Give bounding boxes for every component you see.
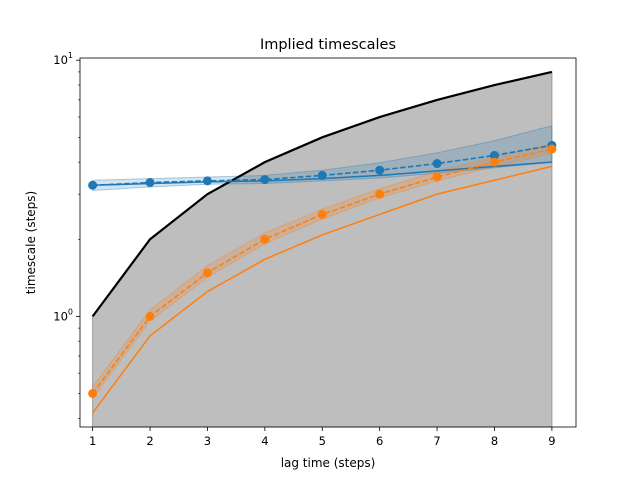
- series-2-sample-mean-point: [145, 311, 155, 321]
- series-1-sample-mean-point: [260, 175, 270, 185]
- y-axis-label: timescale (steps): [24, 191, 38, 294]
- x-axis-label: lag time (steps): [281, 456, 376, 470]
- series-1-sample-mean-point: [489, 150, 499, 160]
- series-1-sample-mean-point: [145, 178, 155, 188]
- x-tick-label: 7: [433, 434, 440, 448]
- x-tick-label: 6: [376, 434, 383, 448]
- x-tick-label: 8: [491, 434, 498, 448]
- series-2-ml-estimate-line: [92, 165, 553, 414]
- series-2-sample-mean-point: [489, 157, 499, 167]
- series-1-sample-mean-point: [88, 180, 98, 190]
- series-2-sample-mean-point: [88, 389, 98, 398]
- y-tick-label: 101: [53, 51, 73, 67]
- x-tick-label: 3: [204, 434, 211, 448]
- x-tick-label: 5: [319, 434, 326, 448]
- x-tick-label: 2: [146, 434, 153, 448]
- y-axis-ticks: 100 101: [53, 51, 80, 419]
- y-tick-label: 100: [53, 307, 73, 323]
- series-2-sample-mean-point: [260, 234, 270, 244]
- series-1-sample-mean-point: [432, 159, 442, 169]
- series-2-sample-mean-point: [202, 268, 212, 278]
- series-1-sample-mean-point: [202, 176, 212, 186]
- series-2-sample-mean-point: [547, 144, 557, 154]
- x-tick-label: 4: [261, 434, 268, 448]
- x-tick-label: 1: [89, 434, 96, 448]
- series-2-sample-mean-point: [375, 189, 385, 199]
- series-2-confidence-band: [92, 143, 553, 400]
- lag-time-line: [91, 70, 553, 318]
- chart-title: Implied timescales: [260, 37, 396, 53]
- series-2-sample-mean-point: [432, 172, 442, 182]
- series-1-sample-mean-point: [317, 170, 327, 180]
- x-axis-ticks: 1 2 3 4 5 6 7 8 9: [89, 427, 556, 448]
- x-tick-label: 9: [548, 434, 555, 448]
- axes-frame: [79, 57, 577, 428]
- plot-layer: [88, 70, 557, 428]
- series-1-sample-mean-point: [375, 165, 385, 175]
- series-2-sample-mean-point: [317, 209, 327, 219]
